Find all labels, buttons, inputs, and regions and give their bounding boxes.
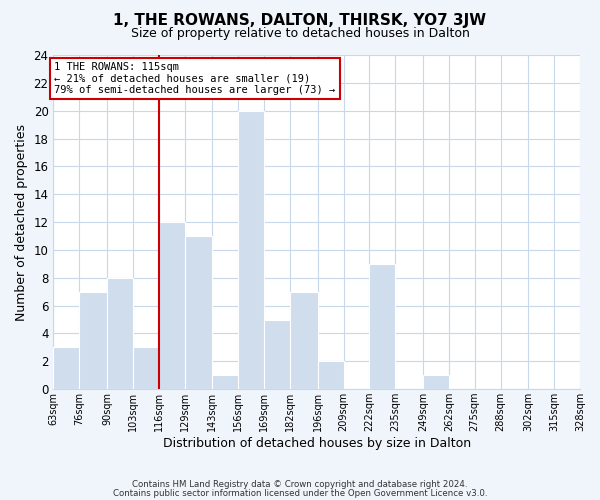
Bar — [185, 236, 212, 389]
Text: Contains public sector information licensed under the Open Government Licence v3: Contains public sector information licen… — [113, 488, 487, 498]
Bar — [107, 278, 133, 389]
Bar — [370, 264, 395, 389]
Text: Size of property relative to detached houses in Dalton: Size of property relative to detached ho… — [131, 28, 469, 40]
Bar — [133, 348, 159, 389]
Bar — [238, 110, 264, 389]
Y-axis label: Number of detached properties: Number of detached properties — [15, 124, 28, 320]
Bar — [53, 348, 79, 389]
Text: 1, THE ROWANS, DALTON, THIRSK, YO7 3JW: 1, THE ROWANS, DALTON, THIRSK, YO7 3JW — [113, 12, 487, 28]
Bar — [159, 222, 185, 389]
Bar — [290, 292, 318, 389]
Bar — [318, 362, 344, 389]
X-axis label: Distribution of detached houses by size in Dalton: Distribution of detached houses by size … — [163, 437, 471, 450]
Text: Contains HM Land Registry data © Crown copyright and database right 2024.: Contains HM Land Registry data © Crown c… — [132, 480, 468, 489]
Bar — [423, 375, 449, 389]
Bar — [212, 375, 238, 389]
Text: 1 THE ROWANS: 115sqm
← 21% of detached houses are smaller (19)
79% of semi-detac: 1 THE ROWANS: 115sqm ← 21% of detached h… — [55, 62, 335, 95]
Bar — [79, 292, 107, 389]
Bar — [264, 320, 290, 389]
